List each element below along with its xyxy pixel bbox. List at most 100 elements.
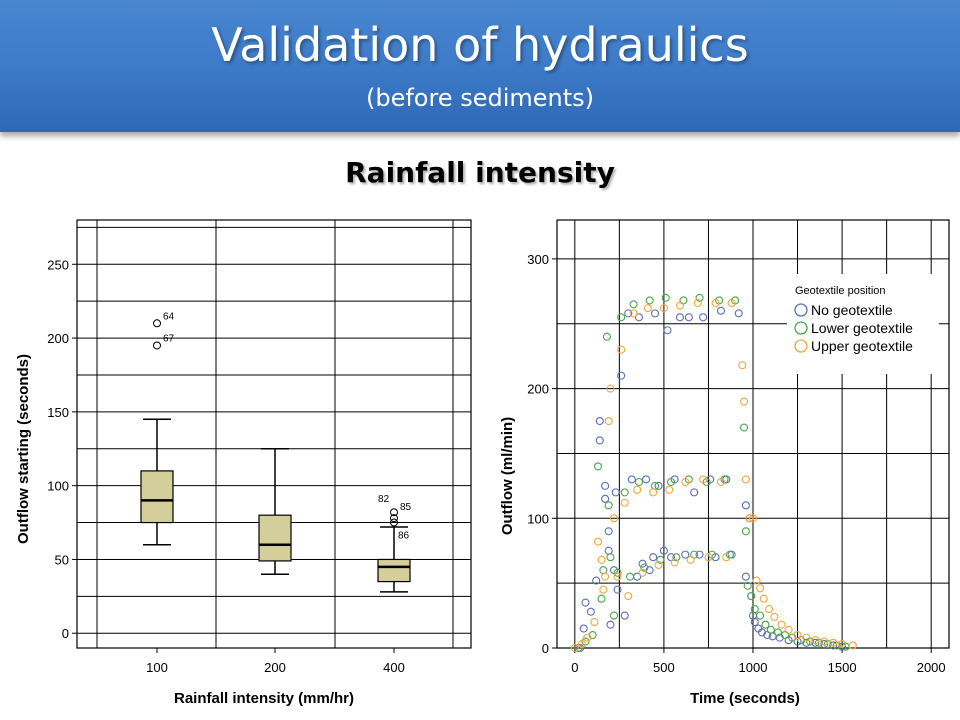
- data-point: [609, 514, 619, 523]
- data-point: [670, 558, 679, 567]
- x-tick-label: 2000: [917, 660, 946, 675]
- data-point: [606, 620, 615, 629]
- data-point: [756, 611, 765, 620]
- outlier-point: [390, 518, 398, 527]
- data-point: [681, 550, 690, 559]
- data-point: [624, 309, 633, 318]
- outlier-label: 86: [398, 531, 410, 542]
- data-point: [577, 640, 586, 649]
- data-point: [642, 475, 651, 484]
- y-tick-label: 100: [527, 511, 549, 526]
- y-tick-label: 150: [47, 405, 69, 420]
- data-point: [599, 585, 608, 594]
- data-point: [649, 488, 658, 497]
- y-tick-label: 200: [527, 382, 549, 397]
- data-point: [581, 598, 590, 607]
- data-point: [745, 514, 754, 523]
- data-point: [811, 636, 820, 645]
- section-title: Rainfall intensity: [345, 156, 615, 189]
- data-point: [629, 309, 638, 318]
- legend-marker: [794, 303, 808, 317]
- data-point: [820, 640, 829, 649]
- data-point: [633, 485, 642, 494]
- legend-label: Lower geotextile: [811, 320, 913, 336]
- data-point: [620, 488, 629, 497]
- data-point: [738, 361, 747, 370]
- data-point: [838, 642, 847, 651]
- box-iqr: [140, 470, 174, 524]
- data-point: [752, 576, 761, 585]
- box-iqr: [258, 514, 292, 562]
- data-point: [820, 637, 829, 646]
- data-point: [638, 559, 647, 568]
- data-point: [665, 485, 674, 494]
- plot-frame: [76, 219, 472, 649]
- data-point: [727, 298, 736, 308]
- data-point: [634, 477, 644, 487]
- outlier-label: 82: [378, 494, 390, 505]
- data-point: [773, 628, 782, 637]
- scatter-chart: 0 100 200 300 0 500 1000 1500 2000 Geotextile pos…: [499, 219, 950, 707]
- data-point: [620, 611, 629, 620]
- data-point: [643, 304, 652, 313]
- data-point: [741, 475, 750, 484]
- y-tick-label: 0: [62, 626, 69, 641]
- data-point: [601, 494, 610, 503]
- data-point: [734, 309, 743, 318]
- data-point: [838, 640, 847, 649]
- y-tick-label: 50: [55, 552, 69, 567]
- data-point: [695, 293, 704, 302]
- outlier-label: 67: [163, 333, 175, 344]
- title-banner: Validation of hydraulics (before sedimen…: [0, 0, 960, 132]
- y-axis-title: Outflow starting (seconds): [15, 354, 32, 544]
- data-point: [829, 641, 838, 650]
- data-point: [650, 309, 660, 318]
- data-point: [699, 313, 708, 322]
- data-point: [740, 423, 749, 432]
- data-point: [777, 620, 786, 629]
- legend-box: [787, 274, 939, 374]
- y-tick-label: 200: [47, 331, 69, 346]
- data-point: [570, 643, 579, 653]
- data-point: [640, 563, 649, 572]
- data-point: [848, 641, 857, 650]
- data-point: [609, 611, 619, 620]
- data-point: [690, 488, 699, 497]
- outlier-label: 64: [163, 311, 175, 322]
- data-point: [597, 594, 606, 603]
- data-point: [595, 416, 604, 426]
- data-point: [784, 625, 793, 634]
- data-point: [613, 568, 622, 577]
- x-tick-label: 1500: [828, 660, 857, 675]
- data-point: [695, 550, 704, 559]
- data-point: [627, 475, 636, 484]
- legend-title: Geotextile position: [795, 285, 886, 297]
- data-point: [613, 585, 622, 594]
- data-point: [663, 326, 672, 335]
- x-tick-label: 500: [653, 660, 675, 675]
- outlier-point: [390, 508, 398, 517]
- x-tick-label: 1000: [739, 660, 768, 675]
- y-tick-label: 300: [527, 252, 549, 267]
- y-axis-title: Outflow (ml/min): [499, 417, 516, 535]
- data-point: [770, 612, 779, 621]
- data-point: [741, 572, 750, 581]
- data-point: [686, 555, 695, 564]
- data-point: [592, 576, 601, 585]
- data-point: [811, 638, 820, 647]
- box-iqr: [377, 558, 411, 583]
- data-point: [606, 553, 615, 562]
- data-point: [661, 293, 670, 302]
- outlier-point: [153, 319, 161, 328]
- boxplot-chart: 0 50 100 150 200 250 100 200 400 64 67 82 85 86 Rainfa…: [15, 219, 472, 707]
- legend-label: No geotextile: [811, 302, 893, 318]
- slide-subtitle: (before sediments): [365, 84, 595, 112]
- slide-title: Validation of hydraulics: [211, 18, 749, 72]
- data-point: [604, 527, 613, 536]
- data-point: [597, 555, 606, 564]
- data-point: [741, 527, 750, 536]
- data-point: [656, 555, 665, 564]
- x-tick-label: 400: [383, 660, 405, 675]
- legend-label: Upper geotextile: [811, 338, 913, 354]
- data-point: [716, 306, 725, 315]
